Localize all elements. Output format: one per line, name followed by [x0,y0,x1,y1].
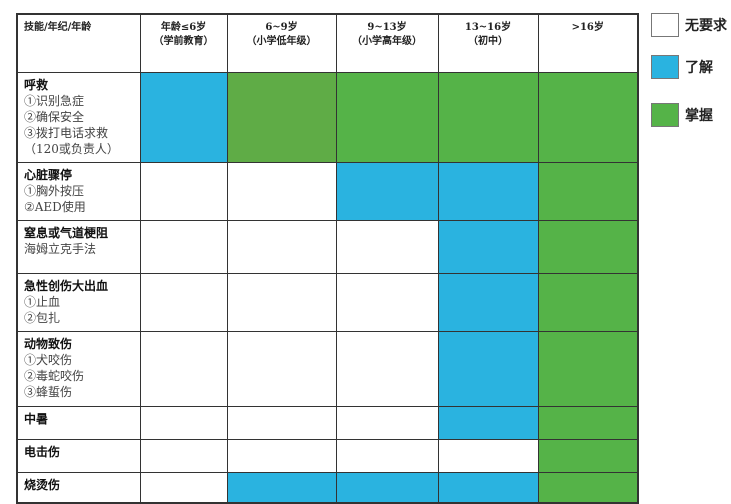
level-cell-none [139,439,228,473]
legend-label: 了解 [685,60,713,76]
level-cell-none [226,162,337,221]
legend-label: 无要求 [685,18,727,34]
level-cell-master [335,72,439,163]
legend-swatch [651,55,679,79]
level-cell-know [139,72,228,163]
level-cell-know [437,406,539,440]
skill-title: 窒息或气道梗阻 [24,226,109,240]
legend-swatch [651,103,679,127]
level-cell-master [537,273,639,332]
level-cell-none [139,273,228,332]
level-cell-none [139,406,228,440]
table-row: 呼救 ①识别急症 ②确保安全 ③拨打电话求救 （120或负责人） [16,72,639,163]
skill-item: ②确保安全 [24,110,85,124]
skill-cell: 动物致伤 ①犬咬伤 ②毒蛇咬伤 ③蜂蜇伤 [16,331,141,407]
level-cell-none [335,273,439,332]
table-row: 电击伤 [16,439,639,473]
table-row: 急性创伤大出血 ①止血 ②包扎 [16,273,639,332]
level-cell-know [335,472,439,503]
skill-item: ②包扎 [24,311,61,325]
header-age-5: >16岁 [537,13,639,73]
legend-label: 掌握 [685,108,713,124]
level-cell-none [437,439,539,473]
skill-cell: 窒息或气道梗阻 海姆立克手法 [16,220,141,274]
level-cell-none [226,406,337,440]
skill-item: ②AED使用 [24,200,86,214]
skill-item: ①胸外按压 [24,184,85,198]
header-age-1: 年龄≤6岁 （学前教育） [139,13,228,73]
skill-item: ①识别急症 [24,94,85,108]
skill-cell: 呼救 ①识别急症 ②确保安全 ③拨打电话求救 （120或负责人） [16,72,141,163]
level-cell-none [226,331,337,407]
level-cell-master [537,72,639,163]
skill-item: ③蜂蜇伤 [24,385,73,399]
level-cell-none [139,162,228,221]
skill-item: ③拨打电话求救 [24,126,109,140]
level-cell-know [437,472,539,503]
level-cell-none [335,439,439,473]
skill-cell: 心脏骤停 ①胸外按压 ②AED使用 [16,162,141,221]
table-row: 动物致伤 ①犬咬伤 ②毒蛇咬伤 ③蜂蜇伤 [16,331,639,407]
level-cell-none [139,472,228,503]
skill-title: 电击伤 [24,445,61,459]
header-row: 技能/年纪/年龄 年龄≤6岁 （学前教育） 6~9岁 （小学低年级） 9~13岁 （小… [16,13,639,73]
table-row: 窒息或气道梗阻 海姆立克手法 [16,220,639,274]
level-cell-know [437,331,539,407]
skill-item: 海姆立克手法 [24,242,97,256]
table-row: 烧烫伤 [16,472,639,503]
skill-title: 中暑 [24,412,49,426]
level-cell-none [226,439,337,473]
level-cell-none [335,406,439,440]
skill-item: （120或负责人） [24,142,119,156]
legend-item-master: 掌握 [651,103,713,127]
skill-title: 心脏骤停 [24,168,73,182]
level-cell-master [537,406,639,440]
level-cell-know [226,472,337,503]
level-cell-none [139,331,228,407]
level-cell-master [537,162,639,221]
skill-title: 动物致伤 [24,337,73,351]
level-cell-master [537,439,639,473]
level-cell-none [139,220,228,274]
level-cell-master [537,220,639,274]
level-cell-none [226,273,337,332]
level-cell-know [335,162,439,221]
header-age-3: 9~13岁 （小学高年级） [335,13,439,73]
legend-swatch [651,13,679,37]
level-cell-master [226,72,337,163]
skill-cell: 烧烫伤 [16,472,141,503]
skill-item: ①止血 [24,295,61,309]
level-cell-none [335,220,439,274]
level-cell-know [437,273,539,332]
header-age-4: 13~16岁 （初中） [437,13,539,73]
level-cell-know [437,220,539,274]
skills-age-table: 技能/年纪/年龄 年龄≤6岁 （学前教育） 6~9岁 （小学低年级） 9~13岁 （小… [16,13,639,504]
header-corner: 技能/年纪/年龄 [16,13,141,73]
level-cell-none [226,220,337,274]
table-row: 中暑 [16,406,639,440]
legend-item-know: 了解 [651,55,713,79]
level-cell-master [537,472,639,503]
skill-title: 呼救 [24,78,49,92]
level-cell-none [335,331,439,407]
skill-cell: 中暑 [16,406,141,440]
level-cell-master [537,331,639,407]
skill-item: ②毒蛇咬伤 [24,369,85,383]
skill-item: ①犬咬伤 [24,353,73,367]
level-cell-master [437,72,539,163]
header-age-2: 6~9岁 （小学低年级） [226,13,337,73]
skill-cell: 电击伤 [16,439,141,473]
skill-title: 烧烫伤 [24,478,61,492]
table-row: 心脏骤停 ①胸外按压 ②AED使用 [16,162,639,221]
skill-cell: 急性创伤大出血 ①止血 ②包扎 [16,273,141,332]
level-cell-know [437,162,539,221]
legend-item-none: 无要求 [651,13,727,37]
skill-title: 急性创伤大出血 [24,279,109,293]
